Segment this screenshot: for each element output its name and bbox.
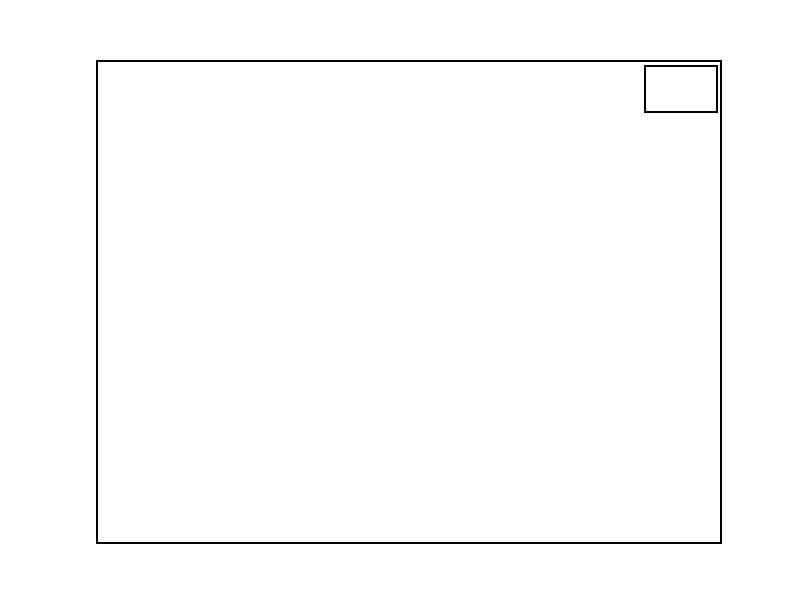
plot-area [98,62,720,542]
legend [644,65,718,113]
legend-item-tp [652,70,716,90]
fp-color-swatch [652,96,682,105]
y-axis-label [34,221,54,381]
tp-color-swatch [652,76,682,85]
legend-item-fp [652,90,716,110]
